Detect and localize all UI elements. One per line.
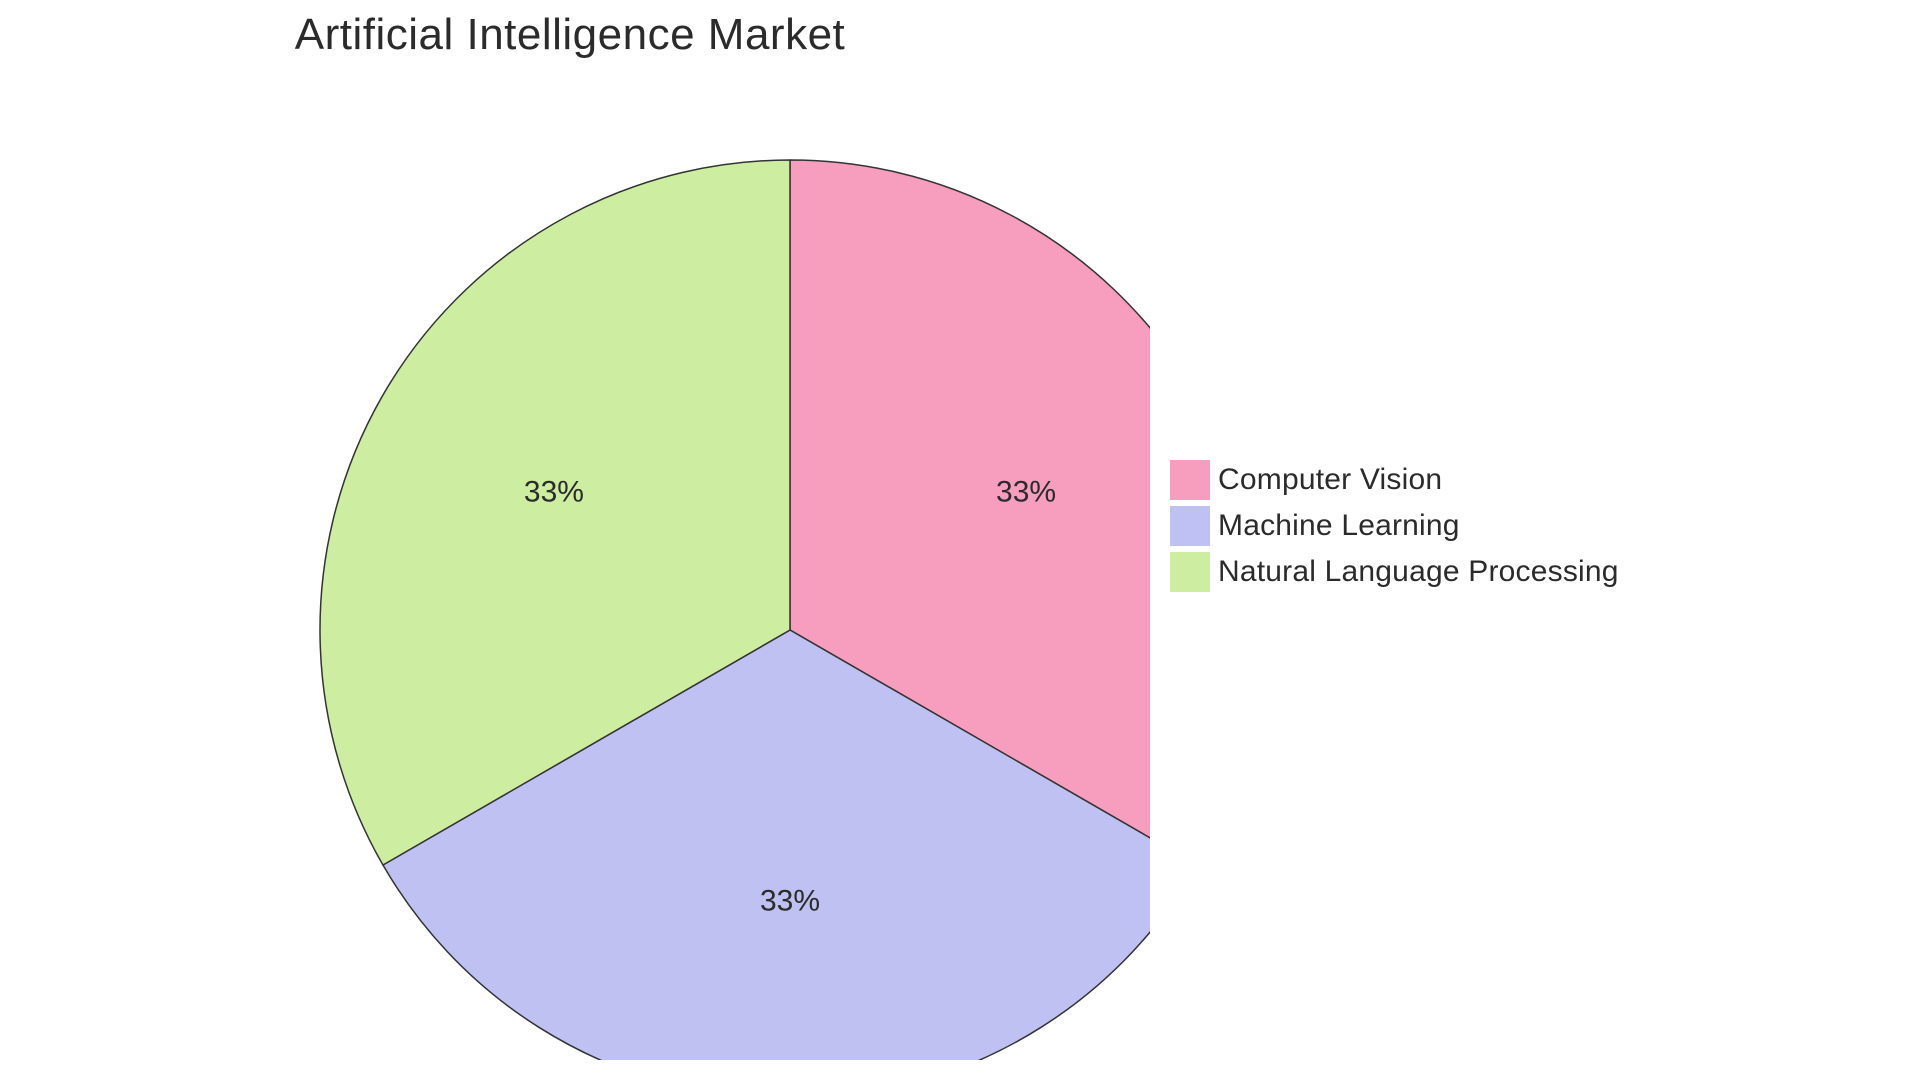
legend-item: Natural Language Processing [1170, 552, 1619, 592]
chart-title: Artificial Intelligence Market [150, 10, 990, 60]
chart-stage: Artificial Intelligence Market 33%33%33%… [0, 0, 1920, 1080]
pie-slice-label: 33% [524, 476, 584, 509]
pie-slices-group [320, 160, 1150, 1060]
legend-label: Computer Vision [1218, 463, 1442, 497]
legend-item: Machine Learning [1170, 506, 1619, 546]
pie-slice-label: 33% [760, 885, 820, 918]
legend-swatch [1170, 460, 1210, 500]
legend-swatch [1170, 552, 1210, 592]
legend-item: Computer Vision [1170, 460, 1619, 500]
pie-slice-label: 33% [996, 476, 1056, 509]
legend-label: Machine Learning [1218, 509, 1460, 543]
legend: Computer Vision Machine Learning Natural L… [1170, 460, 1619, 598]
legend-swatch [1170, 506, 1210, 546]
pie-chart-svg: 33% 33% 33% [150, 80, 1150, 1060]
pie-chart-container: Artificial Intelligence Market 33% 33% 33% [150, 10, 1150, 1060]
legend-label: Natural Language Processing [1218, 555, 1619, 589]
